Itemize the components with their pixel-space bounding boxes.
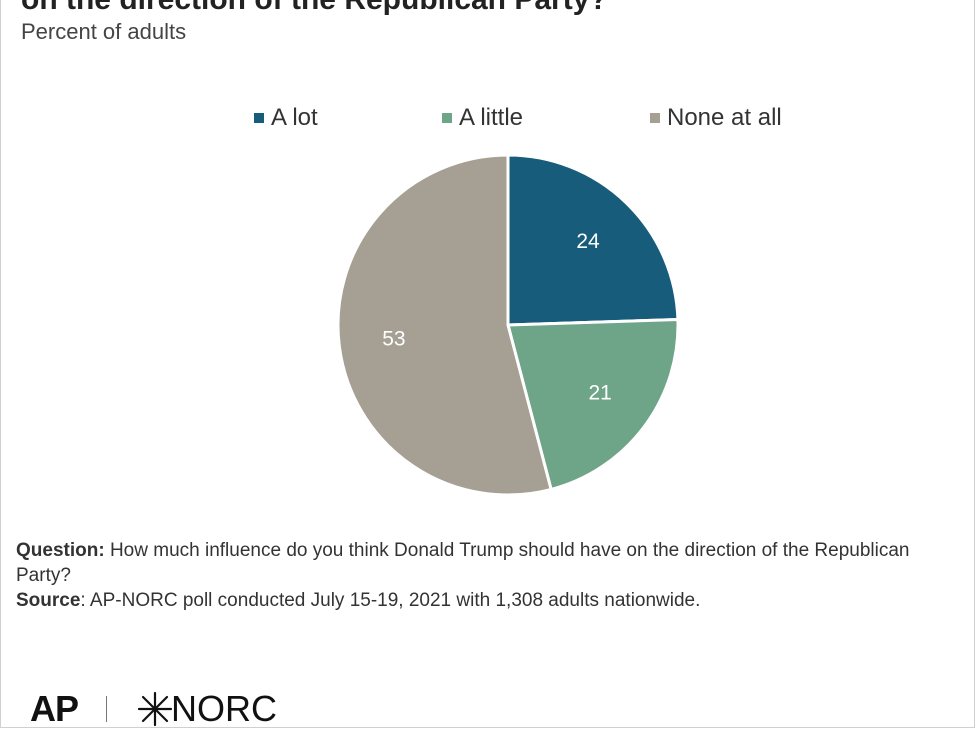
chart-title: on the direction of the Republican Party… xyxy=(21,0,608,17)
ap-logo: AP xyxy=(30,688,79,729)
chart-notes: Question: How much influence do you thin… xyxy=(16,538,916,613)
norc-logo: NORC xyxy=(135,688,277,730)
norc-star-icon xyxy=(137,691,173,727)
slice-label-a-lot: 24 xyxy=(576,230,600,253)
legend-swatch-a-little xyxy=(442,113,452,123)
chart-legend: A lot A little None at all xyxy=(0,104,977,134)
legend-item-a-little: A little xyxy=(442,104,523,132)
slice-label-a-little: 21 xyxy=(588,381,611,404)
legend-item-none-at-all: None at all xyxy=(650,104,782,132)
legend-label-none-at-all: None at all xyxy=(667,104,782,131)
question-text: How much influence do you think Donald T… xyxy=(16,540,910,586)
norc-logo-text: NORC xyxy=(171,688,278,729)
slice-label-none-at-all: 53 xyxy=(382,327,405,350)
question-label: Question: xyxy=(16,540,105,561)
legend-item-a-lot: A lot xyxy=(254,104,318,132)
legend-swatch-a-lot xyxy=(254,113,264,123)
question-note: Question: How much influence do you thin… xyxy=(16,538,916,588)
logo-bar: AP NORC xyxy=(30,688,277,730)
source-label: Source xyxy=(16,590,81,611)
pie-slice-a-little xyxy=(506,318,680,492)
logo-divider xyxy=(106,696,108,722)
legend-swatch-none-at-all xyxy=(650,113,660,123)
source-text: : AP-NORC poll conducted July 15-19, 202… xyxy=(80,590,701,611)
pie-slice-none-at-all xyxy=(336,153,553,497)
legend-label-a-little: A little xyxy=(459,104,524,131)
pie-slice-a-lot xyxy=(506,153,680,327)
legend-label-a-lot: A lot xyxy=(271,104,318,131)
chart-subtitle: Percent of adults xyxy=(21,19,187,44)
source-note: Source: AP-NORC poll conducted July 15-1… xyxy=(16,588,916,613)
